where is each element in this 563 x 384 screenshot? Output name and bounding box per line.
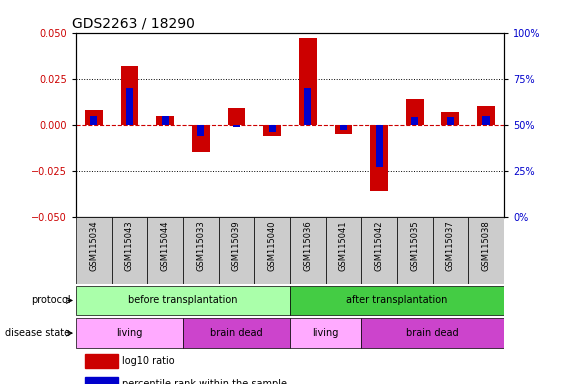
Bar xyxy=(192,125,210,152)
Text: protocol: protocol xyxy=(31,295,70,306)
Text: GSM115038: GSM115038 xyxy=(481,220,490,271)
Bar xyxy=(233,125,240,127)
Bar xyxy=(432,217,468,284)
Bar xyxy=(263,125,281,136)
Text: GSM115039: GSM115039 xyxy=(232,220,241,271)
Text: GSM115042: GSM115042 xyxy=(374,220,383,271)
Text: GSM115033: GSM115033 xyxy=(196,220,205,271)
Bar xyxy=(325,217,361,284)
Bar xyxy=(85,110,103,125)
Bar xyxy=(269,125,276,132)
Bar xyxy=(482,116,490,125)
Bar xyxy=(290,318,361,348)
Bar xyxy=(441,112,459,125)
Bar xyxy=(183,217,218,284)
Bar xyxy=(304,88,311,125)
Bar xyxy=(370,125,388,191)
Bar xyxy=(397,217,432,284)
Bar xyxy=(447,118,454,125)
Bar xyxy=(361,318,504,348)
Bar xyxy=(183,318,290,348)
Bar xyxy=(299,38,316,125)
Text: GSM115044: GSM115044 xyxy=(160,220,169,271)
Bar xyxy=(120,66,138,125)
Text: GSM115040: GSM115040 xyxy=(267,220,276,271)
Bar xyxy=(361,217,397,284)
Bar xyxy=(76,217,111,284)
Text: after transplantation: after transplantation xyxy=(346,295,448,306)
Text: GSM115036: GSM115036 xyxy=(303,220,312,271)
Text: disease state: disease state xyxy=(5,328,70,338)
Bar xyxy=(76,318,183,348)
Text: GSM115037: GSM115037 xyxy=(446,220,455,271)
Bar xyxy=(254,217,290,284)
Text: living: living xyxy=(117,328,142,338)
Bar xyxy=(218,217,254,284)
Bar xyxy=(290,217,325,284)
Bar xyxy=(376,125,383,167)
Bar xyxy=(227,108,245,125)
Bar xyxy=(90,116,97,125)
Bar xyxy=(76,286,290,315)
Bar xyxy=(477,106,495,125)
Text: percentile rank within the sample: percentile rank within the sample xyxy=(122,379,287,384)
Bar xyxy=(157,116,174,125)
Text: GSM115034: GSM115034 xyxy=(90,220,99,271)
Bar xyxy=(162,116,169,125)
Bar xyxy=(411,118,418,125)
Text: brain dead: brain dead xyxy=(406,328,459,338)
Bar xyxy=(111,217,148,284)
Text: GSM115043: GSM115043 xyxy=(125,220,134,271)
Text: GSM115035: GSM115035 xyxy=(410,220,419,271)
Text: brain dead: brain dead xyxy=(210,328,263,338)
Text: living: living xyxy=(312,328,339,338)
Text: GSM115041: GSM115041 xyxy=(339,220,348,271)
Text: before transplantation: before transplantation xyxy=(128,295,238,306)
Bar xyxy=(290,286,504,315)
Bar xyxy=(197,125,204,136)
Bar xyxy=(340,125,347,130)
Bar xyxy=(468,217,504,284)
Bar xyxy=(126,88,133,125)
Bar xyxy=(84,377,118,384)
Text: log10 ratio: log10 ratio xyxy=(122,356,175,366)
Bar xyxy=(148,217,183,284)
Text: GDS2263 / 18290: GDS2263 / 18290 xyxy=(72,16,195,30)
Bar xyxy=(334,125,352,134)
Bar xyxy=(84,354,118,368)
Bar xyxy=(406,99,423,125)
